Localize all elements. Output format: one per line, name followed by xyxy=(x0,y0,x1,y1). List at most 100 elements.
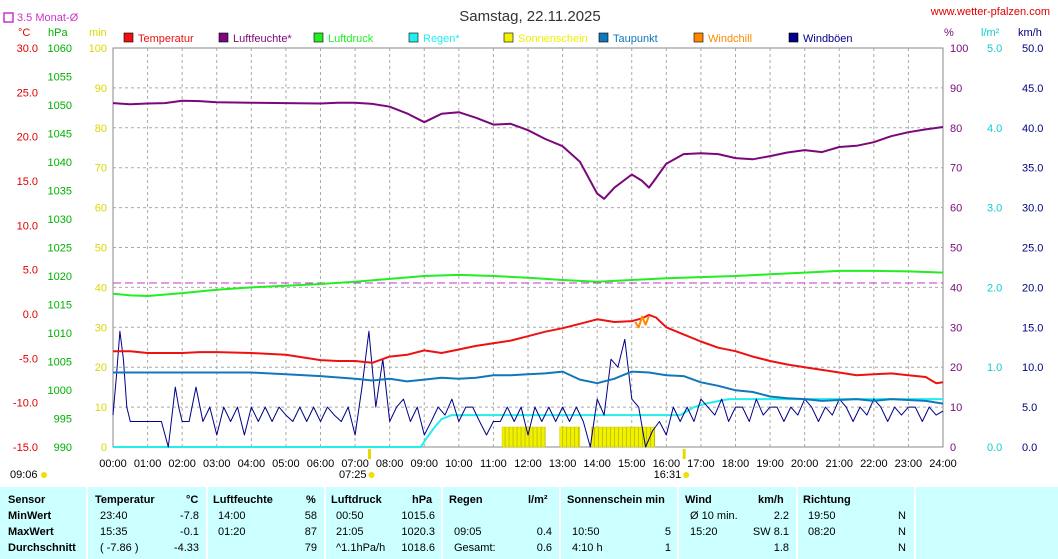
humidity-axis-tick-3: 70 xyxy=(950,163,962,175)
cell-hum-time: 14:00 xyxy=(218,510,246,522)
x-tick-3: 03:00 xyxy=(203,458,231,470)
cell-sun-time: 10:50 xyxy=(572,526,600,538)
sun-axis-tick-10: 0 xyxy=(101,442,107,454)
hdr-rain: Regen xyxy=(449,494,483,506)
sunset-time: 16:31 xyxy=(654,469,682,481)
x-tick-1: 01:00 xyxy=(134,458,162,470)
pressure-axis-tick-10: 1010 xyxy=(48,328,72,340)
x-tick-20: 20:00 xyxy=(791,458,819,470)
x-tick-16: 16:00 xyxy=(653,458,681,470)
site-link[interactable]: www.wetter-pfalzen.com xyxy=(930,6,1050,18)
temp-axis-tick-0: 30.0 xyxy=(17,43,38,55)
legend-label-0: Temperatur xyxy=(138,33,194,45)
legend: Temperatur Luftfeuchte* Luftdruck Regen* Son… xyxy=(123,32,853,45)
x-tick-9: 09:00 xyxy=(410,458,438,470)
cell-hum-val: 58 xyxy=(304,510,317,522)
x-tick-18: 18:00 xyxy=(722,458,750,470)
temp-axis-tick-6: 0.0 xyxy=(23,309,38,321)
chart-title: Samstag, 22.11.2025 xyxy=(459,8,601,25)
temp-axis-tick-8: -10.0 xyxy=(13,398,38,410)
avg-marker-icon xyxy=(3,12,14,23)
temp-axis-tick-7: -5.0 xyxy=(19,353,38,365)
cell-temp-time: 15:35 xyxy=(100,526,128,538)
cell-label: MinWert xyxy=(8,510,52,522)
hdr-sensor: Sensor xyxy=(8,494,46,506)
series-luftdruck xyxy=(112,269,944,297)
temp-axis-tick-4: 10.0 xyxy=(17,220,38,232)
humidity-axis-tick-10: 0 xyxy=(950,442,956,454)
rain-axis-tick-3: 2.0 xyxy=(987,282,1002,294)
sun-axis-tick-9: 10 xyxy=(95,402,107,414)
x-tick-8: 08:00 xyxy=(376,458,404,470)
cell-dir-time: 08:20 xyxy=(808,526,836,538)
cell-dir-val: N xyxy=(898,526,906,538)
day-start-icon xyxy=(41,472,47,478)
temp-axis-tick-5: 5.0 xyxy=(23,265,38,277)
x-tick-22: 22:00 xyxy=(860,458,888,470)
cell-dir-time: 19:50 xyxy=(808,510,836,522)
cell-pres-time: 00:50 xyxy=(336,510,364,522)
x-tick-7: 07:00 xyxy=(341,458,369,470)
grid xyxy=(112,47,944,448)
sunrise-icon xyxy=(368,472,375,478)
x-tick-14: 14:00 xyxy=(583,458,611,470)
cell-wind-time: Ø 10 min. xyxy=(690,510,738,522)
x-tick-12: 12:00 xyxy=(514,458,542,470)
legend-label-1: Luftfeuchte* xyxy=(233,33,292,45)
cell-pres-time: ^1.1hPa/h xyxy=(336,542,386,554)
cell-rain-time: Gesamt: xyxy=(454,542,496,554)
cell-rain-val: 0.6 xyxy=(536,542,552,554)
pressure-axis-tick-0: 1060 xyxy=(48,43,72,55)
sun-axis-tick-5: 50 xyxy=(95,243,107,255)
wind-axis-tick-8: 10.0 xyxy=(1022,362,1043,374)
legend-label-4: Sonnenschein xyxy=(518,33,588,45)
humidity-axis-tick-8: 20 xyxy=(950,362,962,374)
pressure-axis-tick-12: 1000 xyxy=(48,385,72,397)
legend-swatch-5 xyxy=(598,32,609,43)
wind-unit-label: km/h xyxy=(1018,27,1042,39)
sunset-icon xyxy=(683,472,690,478)
pressure-axis-tick-13: 995 xyxy=(54,414,72,426)
sunshine-bars xyxy=(501,426,656,448)
sun-markers: 07:25 16:31 09:06 xyxy=(10,449,690,481)
temp-axis-tick-2: 20.0 xyxy=(17,132,38,144)
x-tick-6: 06:00 xyxy=(307,458,335,470)
rain-axis-tick-1: 4.0 xyxy=(987,123,1002,135)
temp-axis-tick-3: 15.0 xyxy=(17,176,38,188)
day-start-time: 09:06 xyxy=(10,469,38,481)
wind-axis-tick-0: 50.0 xyxy=(1022,43,1043,55)
hdr-hum: Luftfeuchte xyxy=(213,494,273,506)
x-tick-23: 23:00 xyxy=(895,458,923,470)
wind-axis-tick-1: 45.0 xyxy=(1022,83,1043,95)
pressure-axis-tick-9: 1015 xyxy=(48,300,72,312)
hdr-temp: Temperatur xyxy=(95,494,155,506)
sunrise-time: 07:25 xyxy=(339,469,367,481)
series-temperatur xyxy=(113,313,944,385)
cell-label: Durchschnitt xyxy=(8,542,76,554)
sun_min-unit-label: min xyxy=(89,27,107,39)
temp-unit-label: °C xyxy=(18,27,30,39)
pressure-axis-tick-3: 1045 xyxy=(48,129,72,141)
humidity-axis-tick-9: 10 xyxy=(950,402,962,414)
legend-swatch-1 xyxy=(218,32,229,43)
weather-chart: Samstag, 22.11.2025 www.wetter-pfalzen.c… xyxy=(3,6,1050,481)
humidity-axis-tick-1: 90 xyxy=(950,83,962,95)
x-tick-2: 02:00 xyxy=(168,458,196,470)
cell-temp-time: 23:40 xyxy=(100,510,128,522)
cell-hum-time: 01:20 xyxy=(218,526,246,538)
cell-wind-val: 2.2 xyxy=(773,510,789,522)
pressure-axis-tick-4: 1040 xyxy=(48,157,72,169)
sun-axis-tick-1: 90 xyxy=(95,83,107,95)
humidity-axis-tick-5: 50 xyxy=(950,243,962,255)
humidity-axis-tick-0: 100 xyxy=(950,43,968,55)
hdr-hum-unit: % xyxy=(306,494,316,506)
pressure-axis-tick-6: 1030 xyxy=(48,214,72,226)
rain-axis-tick-5: 0.0 xyxy=(987,442,1002,454)
humidity-axis-tick-7: 30 xyxy=(950,322,962,334)
legend-swatch-6 xyxy=(693,32,704,43)
cell-pres-val: 1015.6 xyxy=(401,510,435,522)
cell-rain-time: 09:05 xyxy=(454,526,482,538)
pressure-unit-label: hPa xyxy=(48,27,68,39)
temp-axis-tick-9: -15.0 xyxy=(13,442,38,454)
avg-marker-label: 3.5 Monat-Ø xyxy=(17,12,79,24)
